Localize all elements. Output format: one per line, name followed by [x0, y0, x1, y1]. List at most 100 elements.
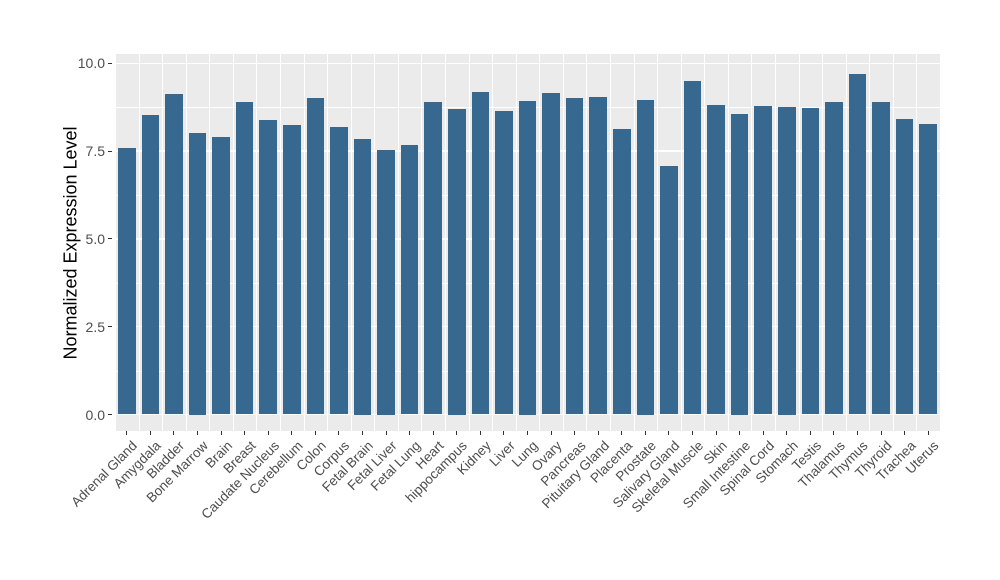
x-tick-mark — [927, 431, 929, 435]
vertical-gridline — [562, 54, 564, 431]
vertical-gridline — [232, 54, 234, 431]
x-tick-mark — [173, 431, 175, 435]
x-tick-mark — [338, 431, 340, 435]
bar — [825, 101, 843, 415]
vertical-gridline — [680, 54, 682, 431]
x-tick-mark — [833, 431, 835, 435]
x-tick-mark — [126, 431, 128, 435]
vertical-gridline — [657, 54, 658, 431]
bar — [612, 129, 631, 415]
x-tick-mark — [621, 431, 623, 435]
x-tick-mark — [786, 431, 788, 435]
x-tick-mark — [291, 431, 293, 435]
x-tick-mark — [644, 431, 646, 435]
vertical-gridline — [916, 54, 918, 431]
bar — [330, 127, 348, 415]
vertical-gridline — [822, 54, 823, 431]
x-tick-mark — [503, 431, 505, 435]
y-tick-label: 0.0 — [85, 406, 105, 423]
x-tick-mark — [432, 431, 434, 435]
vertical-gridline — [727, 54, 729, 431]
vertical-gridline — [492, 54, 493, 431]
vertical-gridline — [374, 54, 376, 431]
vertical-gridline — [704, 54, 706, 431]
vertical-gridline — [515, 54, 517, 431]
bar — [895, 119, 914, 415]
x-tick-mark — [267, 431, 269, 435]
vertical-gridline — [327, 54, 328, 431]
vertical-gridline — [940, 54, 941, 431]
bar — [212, 136, 230, 415]
x-tick-mark — [597, 431, 599, 435]
x-tick-mark — [526, 431, 529, 435]
x-tick-mark — [762, 431, 764, 435]
bar — [353, 138, 372, 415]
x-tick-mark — [314, 431, 316, 435]
vertical-gridline — [350, 54, 352, 431]
bar — [801, 107, 820, 415]
bar — [447, 109, 466, 415]
vertical-gridline — [775, 54, 776, 431]
bar — [872, 102, 890, 415]
x-tick-mark — [385, 431, 387, 435]
bar — [495, 110, 513, 415]
bar — [400, 145, 419, 415]
vertical-gridline — [869, 54, 871, 431]
bar — [565, 97, 584, 415]
x-tick-mark — [668, 431, 670, 435]
vertical-gridline — [280, 54, 281, 431]
x-tick-mark — [691, 431, 694, 435]
bar — [282, 125, 301, 415]
major-gridline — [115, 62, 940, 65]
bar — [848, 73, 867, 415]
bar — [683, 80, 702, 415]
y-tick-label: 2.5 — [85, 318, 105, 335]
bar — [188, 132, 207, 415]
x-tick-mark — [550, 431, 552, 435]
bar — [589, 96, 608, 415]
y-tick-mark — [108, 150, 112, 152]
vertical-gridline — [138, 54, 140, 431]
x-tick-mark — [809, 431, 811, 435]
bar — [777, 106, 796, 415]
vertical-gridline — [421, 54, 423, 431]
y-tick-label: 5.0 — [85, 230, 105, 247]
x-tick-mark — [456, 431, 458, 435]
y-tick-label: 10.0 — [77, 55, 105, 72]
vertical-gridline — [798, 54, 800, 431]
x-tick-mark — [196, 431, 199, 435]
x-tick-mark — [880, 431, 882, 435]
bar — [707, 105, 725, 415]
vertical-gridline — [115, 54, 116, 431]
bar — [518, 100, 537, 415]
vertical-gridline — [185, 54, 187, 431]
x-tick-mark — [715, 431, 717, 435]
bar — [235, 101, 254, 415]
bar — [117, 148, 136, 415]
y-tick-mark — [108, 413, 112, 416]
plot-panel — [115, 54, 941, 431]
x-tick-mark — [149, 431, 151, 435]
bar — [424, 101, 443, 415]
vertical-gridline — [303, 54, 305, 431]
bar — [471, 92, 490, 415]
x-tick-mark — [244, 431, 246, 435]
bar — [377, 150, 395, 415]
bar — [636, 99, 655, 415]
vertical-gridline — [892, 54, 894, 431]
vertical-gridline — [845, 54, 847, 431]
bar — [730, 113, 749, 415]
vertical-gridline — [209, 54, 211, 431]
vertical-gridline — [539, 54, 541, 431]
x-tick-mark — [856, 431, 859, 435]
y-tick-label: 7.5 — [85, 143, 105, 160]
vertical-gridline — [162, 54, 163, 431]
x-tick-mark — [739, 431, 741, 435]
x-tick-mark — [574, 431, 576, 435]
bar — [306, 98, 325, 415]
bar — [165, 94, 183, 415]
vertical-gridline — [610, 54, 611, 431]
vertical-gridline — [751, 54, 753, 431]
vertical-gridline — [256, 54, 258, 431]
